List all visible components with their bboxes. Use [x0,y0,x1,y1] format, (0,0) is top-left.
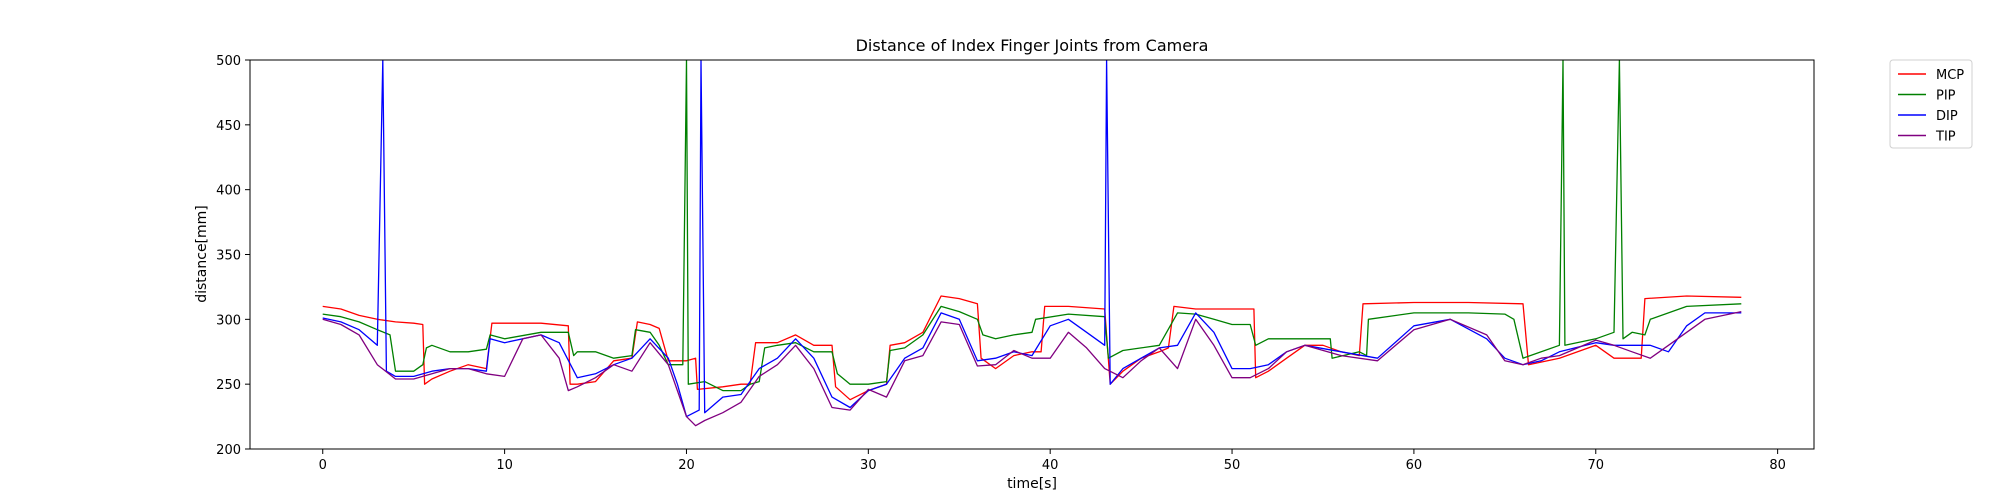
x-tick-label: 20 [678,458,695,473]
series-line-tip [322,310,1742,427]
plot-frame [249,59,1815,450]
y-tick-label: 350 [216,249,241,264]
x-tick-label: 40 [1042,458,1059,473]
legend-label-tip: TIP [1935,130,1956,145]
x-axis: 0 10 20 30 40 50 60 70 80 [319,449,1786,473]
x-axis-label: time[s] [1007,476,1057,492]
y-tick-label: 400 [216,184,241,199]
x-tick-label: 60 [1406,458,1423,473]
y-tick-label: 450 [216,119,241,134]
chart-title: Distance of Index Finger Joints from Cam… [856,36,1209,55]
series-line-mcp [322,295,1742,401]
legend-label-mcp: MCP [1936,68,1964,83]
y-tick-label: 500 [216,54,241,69]
y-tick-label: 200 [216,443,241,458]
series-line-pip [322,60,1742,392]
legend: MCP PIP DIP TIP [1889,59,1973,149]
x-tick-label: 80 [1769,458,1786,473]
x-tick-label: 70 [1587,458,1604,473]
y-axis-label: distance[mm] [194,205,210,303]
x-tick-label: 30 [860,458,877,473]
legend-box [1889,59,1973,149]
y-axis: 200 250 300 350 400 450 500 [216,54,250,458]
x-tick-label: 50 [1224,458,1241,473]
x-tick-label: 10 [496,458,513,473]
series-layer [322,60,1742,427]
y-tick-label: 250 [216,378,241,393]
legend-label-dip: DIP [1936,109,1958,124]
legend-label-pip: PIP [1936,89,1956,104]
x-tick-label: 0 [319,458,327,473]
y-tick-label: 300 [216,313,241,328]
